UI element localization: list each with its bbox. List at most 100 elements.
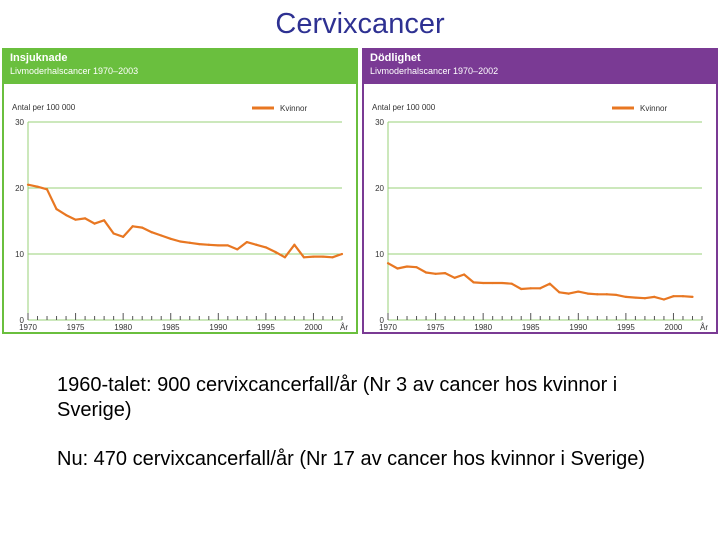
mortality-point-1971 (396, 267, 399, 270)
mortality-point-2002 (691, 295, 694, 298)
mortality-xtick-1975: 1975 (427, 323, 445, 332)
mortality-point-1996 (634, 296, 637, 299)
incidence-point-2002 (331, 256, 334, 259)
mortality-point-1977 (453, 276, 456, 279)
mortality-point-1985 (529, 287, 532, 290)
mortality-point-1978 (463, 273, 466, 276)
incidence-ytick-10: 10 (15, 250, 24, 259)
mortality-point-1998 (653, 295, 656, 298)
mortality-point-1981 (491, 281, 494, 285)
incidence-xtick-1980: 1980 (114, 323, 132, 332)
incidence-chart-title: Insjuknade (10, 52, 68, 64)
mortality-point-1976 (443, 272, 447, 275)
incidence-chart: Antal per 100 000 Kvinnor 0 10 20 30 1970 1975 1… (12, 103, 348, 332)
incidence-xtick-1970: 1970 (19, 323, 37, 332)
incidence-point-1970 (26, 183, 30, 186)
mortality-point-1989 (567, 292, 570, 295)
incidence-point-1998 (293, 243, 296, 246)
incidence-point-1991 (226, 244, 229, 247)
text-now: Nu: 470 cervixcancerfall/år (Nr 17 av ca… (57, 448, 646, 470)
mortality-xlabel: År (700, 323, 708, 332)
incidence-ytick-20: 20 (15, 184, 24, 193)
incidence-ytick-0: 0 (20, 316, 25, 325)
mortality-chart-subtitle: Livmoderhalscancer 1970–2002 (370, 66, 499, 76)
mortality-chart-title: Dödlighet (370, 52, 421, 64)
incidence-chart-header: Insjuknade Livmoderhalscancer 1970–2003 (4, 50, 356, 84)
incidence-point-1996 (274, 250, 277, 254)
mortality-point-1982 (501, 281, 504, 285)
mortality-point-1975 (434, 272, 437, 275)
incidence-point-1994 (255, 243, 258, 246)
mortality-xtick-1995: 1995 (617, 323, 635, 332)
mortality-point-1999 (662, 298, 666, 301)
incidence-chart-panel: Insjuknade Livmoderhalscancer 1970–2003 … (2, 48, 358, 334)
mortality-point-1988 (558, 291, 561, 294)
incidence-point-1989 (207, 243, 210, 246)
mortality-xtick-1970: 1970 (379, 323, 397, 332)
incidence-point-1992 (236, 248, 239, 251)
mortality-ytick-20: 20 (375, 184, 384, 193)
incidence-point-1985 (169, 237, 172, 240)
mortality-chart-panel: Dödlighet Livmoderhalscancer 1970–2002 A… (362, 48, 718, 334)
incidence-point-1981 (131, 225, 134, 228)
incidence-point-1986 (179, 240, 182, 243)
incidence-xtick-2000: 2000 (305, 323, 323, 332)
incidence-point-1982 (141, 226, 144, 229)
mortality-point-1974 (424, 271, 428, 274)
mortality-point-1991 (586, 292, 589, 295)
incidence-point-1983 (150, 231, 153, 234)
incidence-point-1988 (198, 243, 201, 246)
incidence-point-1990 (217, 244, 220, 247)
incidence-point-1993 (245, 241, 248, 244)
incidence-chart-subtitle: Livmoderhalscancer 1970–2003 (10, 66, 139, 76)
incidence-point-1979 (112, 232, 115, 235)
incidence-legend-label: Kvinnor (280, 104, 307, 113)
mortality-point-1994 (615, 293, 618, 297)
mortality-ytick-30: 30 (375, 118, 384, 127)
mortality-xtick-1990: 1990 (569, 323, 587, 332)
incidence-xtick-1975: 1975 (67, 323, 85, 332)
incidence-point-2003 (340, 252, 344, 256)
mortality-point-1984 (520, 287, 523, 291)
incidence-point-1984 (160, 234, 163, 237)
mortality-point-1990 (577, 290, 580, 293)
mortality-point-1992 (596, 293, 599, 296)
mortality-point-1983 (510, 282, 513, 285)
incidence-xlabel: År (340, 323, 348, 332)
incidence-xtick-1990: 1990 (209, 323, 227, 332)
mortality-point-1972 (405, 265, 409, 268)
mortality-point-1997 (643, 297, 647, 300)
incidence-point-1972 (45, 188, 49, 191)
mortality-legend-label: Kvinnor (640, 104, 667, 113)
mortality-point-1973 (415, 266, 418, 269)
incidence-point-1999 (302, 256, 306, 259)
mortality-point-1987 (548, 282, 551, 285)
incidence-point-1987 (188, 241, 191, 244)
incidence-point-1978 (103, 219, 106, 222)
incidence-point-1975 (74, 218, 77, 221)
mortality-ytick-10: 10 (375, 250, 384, 259)
mortality-point-2001 (681, 295, 685, 298)
mortality-point-1986 (539, 287, 542, 290)
mortality-series-line (387, 262, 693, 301)
incidence-point-1971 (36, 185, 39, 188)
incidence-point-1997 (283, 256, 287, 259)
incidence-point-1995 (264, 246, 267, 249)
incidence-point-1974 (64, 213, 68, 217)
mortality-chart: Antal per 100 000 Kvinnor 0 10 20 30 1970 1975 1… (372, 103, 708, 332)
incidence-point-1977 (93, 222, 96, 225)
mortality-point-1980 (482, 281, 485, 285)
mortality-point-2000 (672, 295, 675, 298)
mortality-xtick-1980: 1980 (474, 323, 492, 332)
mortality-point-1970 (386, 262, 390, 265)
incidence-ylabel: Antal per 100 000 (12, 103, 76, 112)
incidence-xtick-1995: 1995 (257, 323, 275, 332)
mortality-point-1979 (472, 281, 475, 284)
mortality-ytick-0: 0 (380, 316, 385, 325)
incidence-point-1976 (83, 217, 87, 220)
incidence-point-2000 (312, 255, 315, 258)
incidence-xtick-1985: 1985 (162, 323, 180, 332)
text-1960s: 1960-talet: 900 cervixcancerfall/år (Nr … (57, 374, 618, 421)
incidence-point-1973 (55, 208, 58, 211)
mortality-xtick-1985: 1985 (522, 323, 540, 332)
